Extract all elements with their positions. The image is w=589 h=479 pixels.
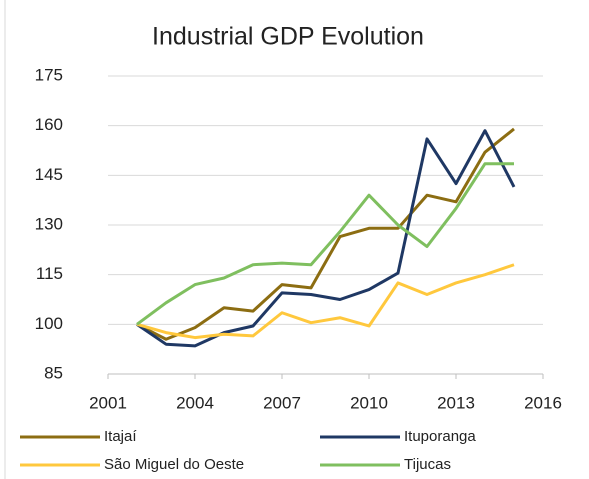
series-line [136, 127, 515, 341]
legend-label: Tijucas [404, 456, 451, 473]
x-tick-label: 2010 [350, 393, 388, 412]
chart-title: Industrial GDP Evolution [152, 23, 424, 51]
y-tick-label: 100 [35, 314, 63, 333]
x-tick-label: 2001 [89, 393, 127, 412]
x-tick-label: 2004 [176, 393, 214, 412]
legend-label: São Miguel do Oeste [104, 456, 244, 473]
series-line [136, 162, 514, 326]
x-tick-label: 2016 [524, 393, 562, 412]
y-tick-label: 115 [36, 264, 63, 283]
legend-label: Ituporanga [404, 428, 476, 445]
x-tick-label: 2007 [263, 393, 301, 412]
series-line [136, 263, 515, 340]
y-tick-label: 160 [35, 115, 63, 134]
series-line [136, 129, 516, 348]
y-tick-label: 175 [35, 65, 63, 84]
y-tick-label: 145 [35, 165, 63, 184]
y-tick-label: 130 [35, 214, 63, 233]
legend-label: Itajaí [104, 428, 137, 445]
y-tick-label: 85 [44, 363, 63, 382]
x-tick-label: 2013 [437, 393, 475, 412]
